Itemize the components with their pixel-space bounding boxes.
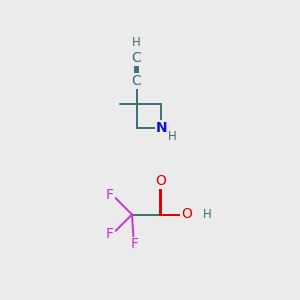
Text: H: H [168,130,177,143]
Text: H: H [202,208,211,221]
Text: F: F [131,238,139,251]
Text: O: O [155,174,166,188]
Text: O: O [181,208,192,221]
Text: F: F [106,188,114,202]
Text: C: C [132,52,141,65]
Text: C: C [132,74,141,88]
Text: N: N [155,121,167,135]
Text: H: H [132,35,141,49]
Text: F: F [106,227,114,241]
